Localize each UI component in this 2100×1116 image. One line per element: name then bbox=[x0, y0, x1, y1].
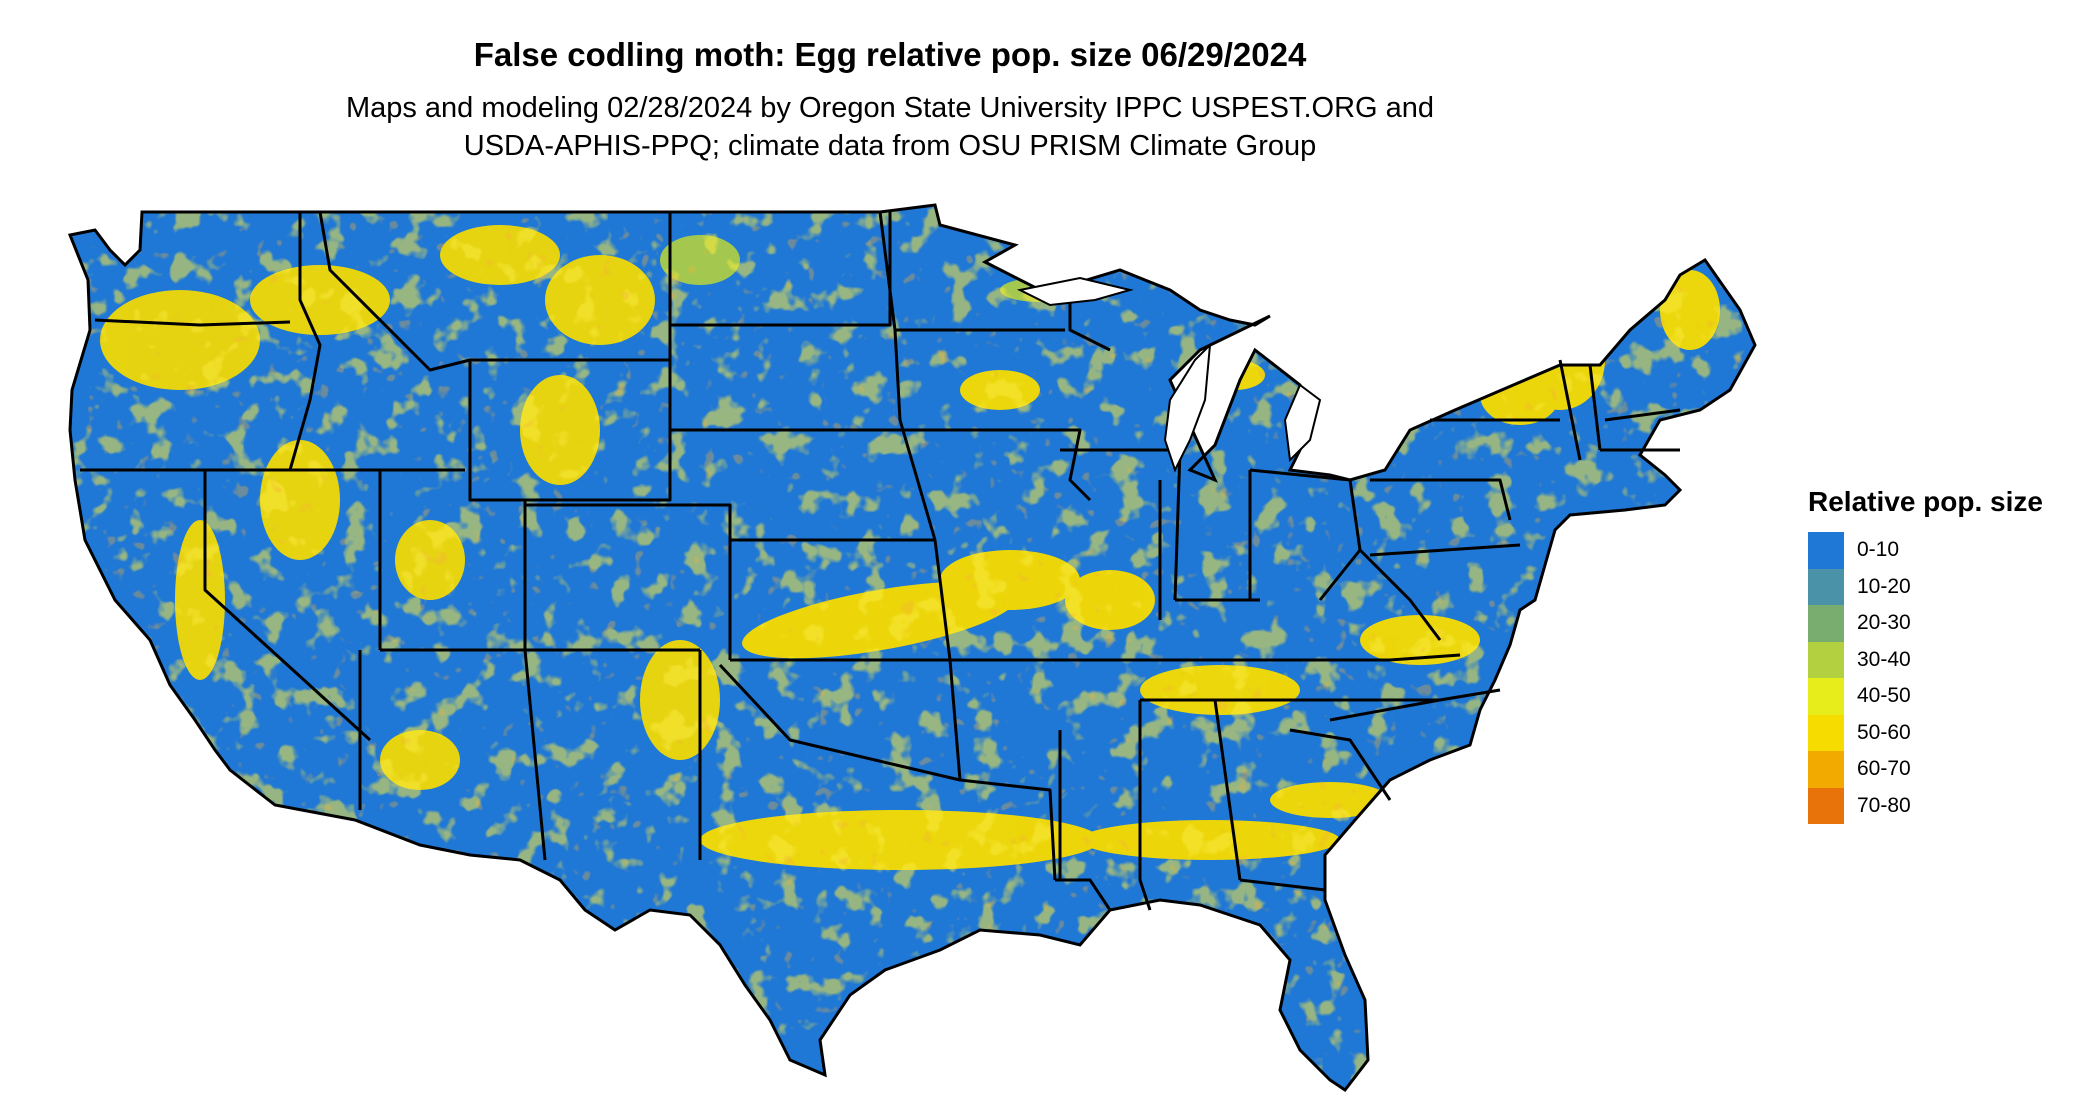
legend-label: 30-40 bbox=[1857, 647, 1911, 671]
legend-swatch bbox=[1808, 532, 1844, 569]
legend-label: 70-80 bbox=[1857, 793, 1911, 817]
legend-swatch bbox=[1808, 714, 1844, 751]
map-title: False codling moth: Egg relative pop. si… bbox=[473, 36, 1307, 73]
legend-label: 50-60 bbox=[1857, 720, 1911, 744]
legend-item: 70-80 bbox=[1808, 787, 2043, 824]
map-subtitle-line-2: USDA-APHIS-PPQ; climate data from OSU PR… bbox=[463, 130, 1317, 162]
legend-item: 50-60 bbox=[1808, 714, 2043, 751]
legend-label: 20-30 bbox=[1857, 611, 1911, 635]
legend-label: 40-50 bbox=[1857, 684, 1911, 708]
legend: Relative pop. size 0-10 10-20 20-30 30-4… bbox=[1808, 486, 2043, 824]
legend-item: 40-50 bbox=[1808, 678, 2043, 715]
legend-swatch bbox=[1808, 568, 1844, 605]
legend-item: 20-30 bbox=[1808, 605, 2043, 642]
legend-label: 60-70 bbox=[1857, 757, 1911, 781]
legend-label: 10-20 bbox=[1857, 574, 1911, 598]
legend-swatch bbox=[1808, 605, 1844, 642]
legend-item: 30-40 bbox=[1808, 641, 2043, 678]
map-subtitle-line-1: Maps and modeling 02/28/2024 by Oregon S… bbox=[345, 92, 1435, 124]
legend-label: 0-10 bbox=[1857, 538, 1900, 562]
legend-swatch bbox=[1808, 641, 1844, 678]
legend-item: 60-70 bbox=[1808, 751, 2043, 788]
legend-swatch bbox=[1808, 678, 1844, 715]
legend-swatch bbox=[1808, 787, 1844, 824]
legend-item: 0-10 bbox=[1808, 532, 2043, 569]
legend-item: 10-20 bbox=[1808, 568, 2043, 605]
legend-title: Relative pop. size bbox=[1808, 486, 2043, 517]
legend-swatch bbox=[1808, 751, 1844, 788]
